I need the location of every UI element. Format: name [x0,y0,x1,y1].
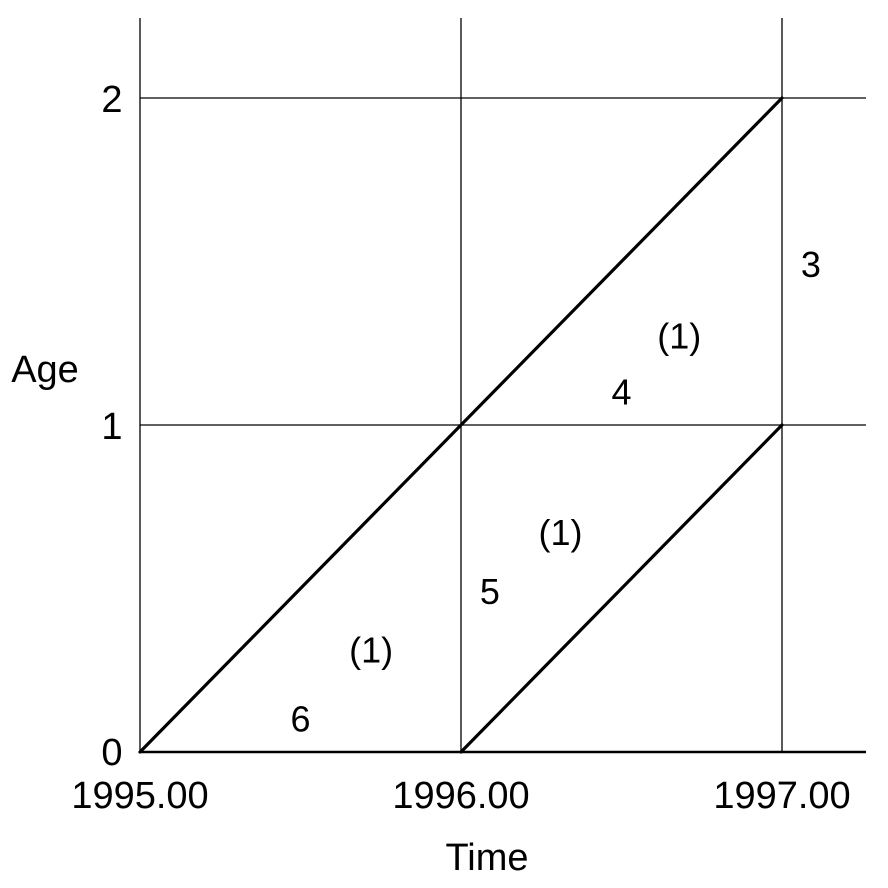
y-tick-label-2: 2 [101,79,122,121]
y-tick-label-1: 1 [101,406,122,448]
life-line-cohort-1995 [138,96,784,754]
annotation-group: 6 (1) 5 (1) 4 (1) 3 [290,244,820,740]
cell-count-label: (1) [349,630,393,671]
cell-count-label: (1) [539,512,583,553]
x-tick-label-1997: 1997.00 [713,775,850,817]
y-tick-label-0: 0 [101,732,122,774]
cell-number-label: 5 [480,571,500,612]
x-axis-title: Time [445,837,528,879]
y-axis-title: Age [11,349,79,391]
life-line-cohort-1996 [459,423,784,754]
cell-number-label: 3 [801,244,821,285]
cell-count-label: (1) [657,316,701,357]
x-tick-label-1995: 1995.00 [71,775,208,817]
cell-number-label: 6 [290,698,310,739]
cell-number-label: 4 [611,371,631,412]
x-tick-label-1996: 1996.00 [392,775,529,817]
